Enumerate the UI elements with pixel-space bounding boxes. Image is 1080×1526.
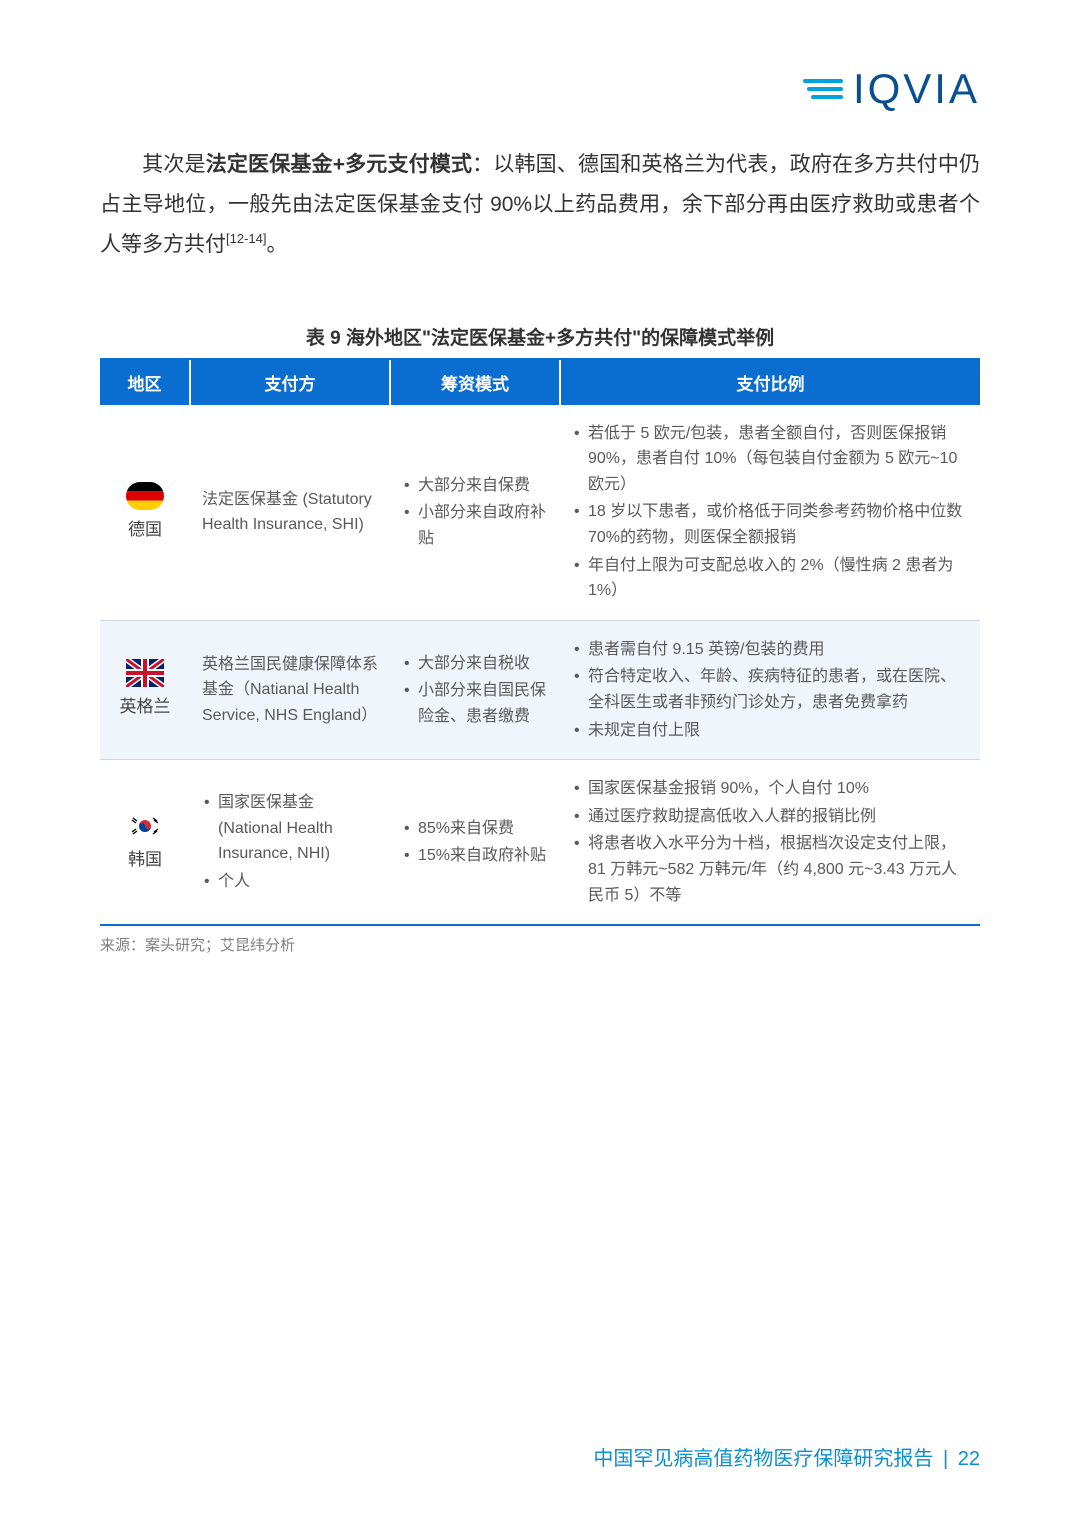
col-region: 地区	[100, 360, 190, 405]
list-item: 个人	[202, 869, 378, 895]
region-label: 英格兰	[112, 693, 178, 720]
list-item: 小部分来自国民保险金、患者缴费	[402, 678, 548, 729]
funding-list: 大部分来自保费 小部分来自政府补贴	[402, 473, 548, 552]
list-item: 国家医保基金报销 90%，个人自付 10%	[572, 776, 968, 802]
brand-name: IQVIA	[853, 65, 980, 113]
col-payer: 支付方	[190, 360, 390, 405]
funding-list: 大部分来自税收 小部分来自国民保险金、患者缴费	[402, 651, 548, 730]
uk-flag-icon	[126, 659, 164, 687]
region-label: 韩国	[112, 846, 178, 873]
payer-cell: 英格兰国民健康保障体系基金（Natianal Health Service, N…	[190, 620, 390, 759]
korea-flag-icon	[126, 812, 164, 840]
list-item: 符合特定收入、年龄、疾病特征的患者，或在医院、全科医生或者非预约门诊处方，患者免…	[572, 664, 968, 715]
list-item: 18 岁以下患者，或价格低于同类参考药物价格中位数 70%的药物，则医保全额报销	[572, 499, 968, 550]
table-title: 表 9 海外地区"法定医保基金+多方共付"的保障模式举例	[100, 323, 980, 350]
brand-logo: IQVIA	[803, 65, 980, 113]
table-row: 韩国 国家医保基金 (National Health Insurance, NH…	[100, 760, 980, 924]
body-paragraph: 其次是法定医保基金+多元支付模式：以韩国、德国和英格兰为代表，政府在多方共付中仍…	[100, 145, 980, 265]
list-item: 将患者收入水平分为十档，根据档次设定支付上限，81 万韩元~582 万韩元/年（…	[572, 831, 968, 908]
footer-page-number: 22	[958, 1448, 980, 1470]
ratio-list: 患者需自付 9.15 英镑/包装的费用 符合特定收入、年龄、疾病特征的患者，或在…	[572, 637, 968, 743]
table-wrap: 地区 支付方 筹资模式 支付比例 德国 法定医保基金 (Statutory He…	[100, 358, 980, 927]
footer-sep: |	[943, 1448, 948, 1470]
para-tail: 。	[266, 233, 287, 256]
table-row: 德国 法定医保基金 (Statutory Health Insurance, S…	[100, 405, 980, 621]
para-bold: 法定医保基金+多元支付模式	[206, 153, 472, 176]
payer-list: 国家医保基金 (National Health Insurance, NHI) …	[202, 790, 378, 894]
ratio-list: 若低于 5 欧元/包装，患者全额自付，否则医保报销 90%，患者自付 10%（每…	[572, 421, 968, 604]
region-label: 德国	[112, 516, 178, 543]
list-item: 若低于 5 欧元/包装，患者全额自付，否则医保报销 90%，患者自付 10%（每…	[572, 421, 968, 498]
table-row: 英格兰 英格兰国民健康保障体系基金（Natianal Health Servic…	[100, 620, 980, 759]
ratio-list: 国家医保基金报销 90%，个人自付 10% 通过医疗救助提高低收入人群的报销比例…	[572, 776, 968, 908]
logo-bars-icon	[803, 71, 847, 107]
citation: [12-14]	[226, 231, 266, 246]
coverage-table: 地区 支付方 筹资模式 支付比例 德国 法定医保基金 (Statutory He…	[100, 360, 980, 925]
list-item: 年自付上限为可支配总收入的 2%（慢性病 2 患者为 1%）	[572, 553, 968, 604]
payer-cell: 法定医保基金 (Statutory Health Insurance, SHI)	[190, 405, 390, 621]
footer-title: 中国罕见病高值药物医疗保障研究报告	[593, 1448, 933, 1470]
list-item: 通过医疗救助提高低收入人群的报销比例	[572, 804, 968, 830]
list-item: 患者需自付 9.15 英镑/包装的费用	[572, 637, 968, 663]
col-ratio: 支付比例	[560, 360, 980, 405]
para-lead: 其次是	[142, 153, 206, 176]
list-item: 15%来自政府补贴	[402, 843, 548, 869]
list-item: 大部分来自税收	[402, 651, 548, 677]
list-item: 85%来自保费	[402, 816, 548, 842]
list-item: 未规定自付上限	[572, 718, 968, 744]
source-note: 来源：案头研究；艾昆纬分析	[100, 934, 980, 955]
list-item: 国家医保基金 (National Health Insurance, NHI)	[202, 790, 378, 867]
list-item: 小部分来自政府补贴	[402, 500, 548, 551]
germany-flag-icon	[126, 482, 164, 510]
page-footer: 中国罕见病高值药物医疗保障研究报告 | 22	[593, 1442, 980, 1471]
col-funding: 筹资模式	[390, 360, 560, 405]
funding-list: 85%来自保费 15%来自政府补贴	[402, 816, 548, 869]
list-item: 大部分来自保费	[402, 473, 548, 499]
